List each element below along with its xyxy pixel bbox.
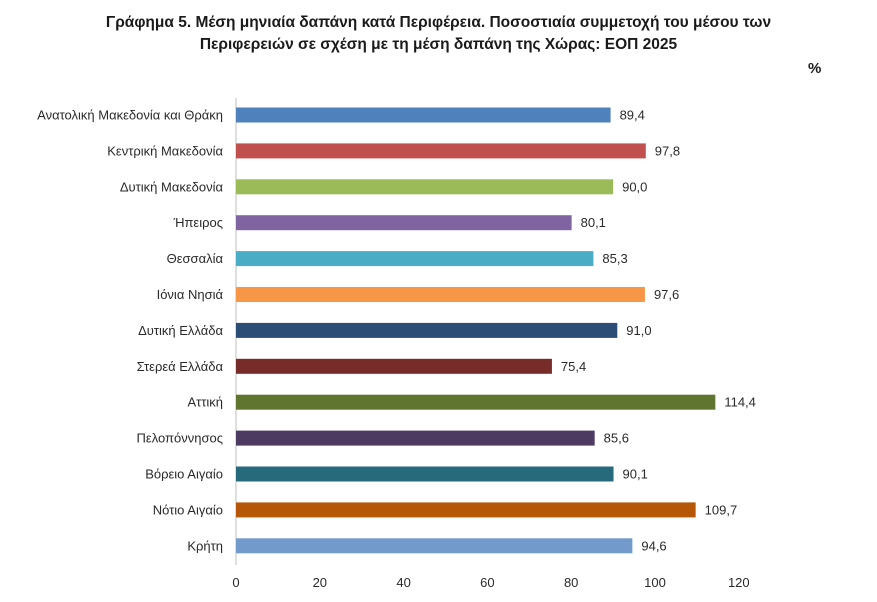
bar [236, 251, 594, 267]
unit-label: % [808, 60, 822, 77]
category-label: Ήπειρος [173, 215, 223, 230]
data-label: 90,1 [623, 467, 648, 482]
bar [236, 322, 618, 338]
bar [236, 143, 646, 159]
category-label: Θεσσαλία [167, 251, 224, 266]
bar [236, 430, 595, 446]
chart-title: Γράφημα 5. Μέση μηνιαία δαπάνη κατά Περι… [0, 12, 877, 56]
category-label: Κεντρική Μακεδονία [107, 143, 223, 158]
x-tick-label: 60 [480, 575, 494, 590]
bar [236, 502, 696, 518]
x-tick-label: 0 [232, 575, 239, 590]
data-label: 80,1 [581, 215, 606, 230]
x-tick-label: 100 [644, 575, 666, 590]
bar [236, 107, 611, 123]
category-label: Αττική [187, 395, 223, 410]
chart-title-line-1: Γράφημα 5. Μέση μηνιαία δαπάνη κατά Περι… [105, 14, 772, 31]
category-label: Πελοπόννησος [137, 431, 223, 446]
bar [236, 538, 633, 554]
data-label: 89,4 [620, 108, 645, 123]
data-label: 97,6 [654, 287, 679, 302]
x-tick-label: 80 [564, 575, 578, 590]
data-label: 109,7 [705, 502, 738, 517]
data-label: 97,8 [655, 143, 680, 158]
category-label: Κρήτη [187, 538, 223, 553]
category-label: Ανατολική Μακεδονία και Θράκη [37, 108, 223, 123]
category-label: Νότιο Αιγαίο [153, 502, 223, 517]
bar [236, 287, 645, 302]
data-label: 90,0 [622, 179, 647, 194]
category-label: Στερεά Ελλάδα [137, 359, 224, 374]
x-tick-label: 120 [728, 575, 750, 590]
data-label: 85,6 [604, 431, 629, 446]
data-label: 85,3 [602, 251, 627, 266]
category-label: Δυτική Ελλάδα [138, 323, 223, 338]
data-label: 114,4 [724, 395, 756, 410]
bar [236, 358, 552, 374]
x-tick-label: 20 [313, 575, 327, 590]
data-label: 94,6 [641, 538, 666, 553]
bar [236, 466, 614, 482]
data-label: 75,4 [561, 359, 586, 374]
x-tick-label: 40 [396, 575, 410, 590]
category-label: Βόρειο Αιγαίο [145, 467, 223, 482]
data-label: 91,0 [626, 323, 651, 338]
chart-title-line-2: Περιφερειών σε σχέση με τη μέση δαπάνη τ… [199, 36, 678, 53]
category-label: Ιόνια Νησιά [157, 287, 224, 302]
bar [236, 179, 614, 195]
category-label: Δυτική Μακεδονία [120, 179, 224, 194]
bar [236, 215, 572, 231]
bar [236, 394, 716, 410]
